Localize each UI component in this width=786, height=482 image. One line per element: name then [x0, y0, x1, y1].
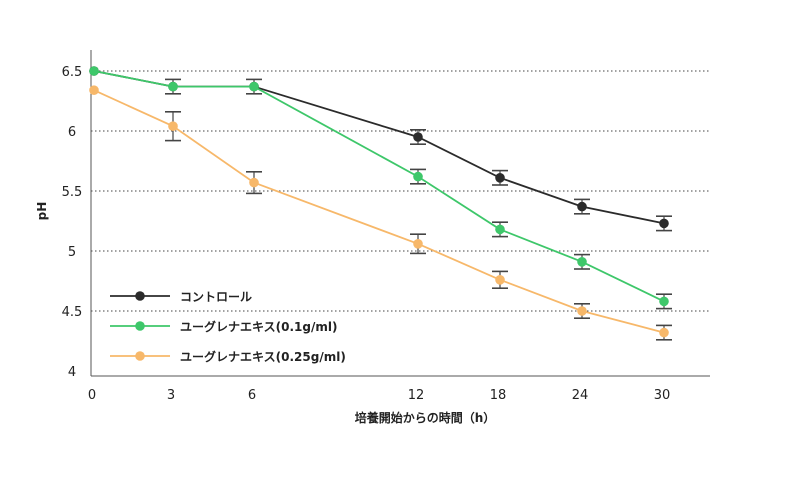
y-tick-label: 4 — [68, 365, 76, 380]
series-layer — [89, 66, 672, 341]
data-point — [577, 201, 587, 212]
y-tick-label: 5.5 — [62, 185, 83, 200]
legend-marker — [135, 321, 145, 331]
axes — [90, 50, 710, 377]
series-2 — [89, 85, 672, 341]
data-point — [495, 173, 505, 183]
y-tick-label: 6 — [68, 125, 76, 140]
y-tick-label: 6.5 — [62, 65, 83, 80]
data-point — [168, 121, 178, 131]
data-point — [659, 218, 669, 229]
data-point — [659, 327, 669, 338]
y-tick-label: 4.5 — [62, 305, 83, 320]
x-tick-label: 12 — [408, 388, 425, 403]
x-tick-label: 3 — [167, 388, 175, 403]
grid-lines — [91, 70, 710, 312]
legend-label: コントロール — [180, 290, 252, 304]
legend-label: ユーグレナエキス(0.1g/ml) — [180, 319, 337, 334]
x-tick-label: 6 — [248, 388, 256, 403]
y-axis-title: pH — [35, 202, 49, 221]
x-tick-label: 24 — [572, 388, 589, 403]
data-point — [413, 132, 423, 142]
data-point — [249, 177, 259, 188]
data-point — [249, 81, 259, 92]
data-point — [89, 66, 99, 76]
series-0 — [89, 66, 672, 232]
x-tick-label: 30 — [654, 388, 671, 403]
x-axis-title: 培養開始からの時間（h） — [355, 410, 496, 425]
data-point — [495, 275, 505, 285]
legend-label: ユーグレナエキス(0.25g/ml) — [180, 349, 346, 364]
y-tick-label: 5 — [68, 245, 76, 260]
data-point — [577, 306, 587, 316]
legend-marker — [135, 351, 145, 361]
series-line — [93, 70, 665, 303]
data-point — [168, 81, 178, 92]
y-tick-labels: 4 4.5 5 5.5 6 6.5 — [62, 65, 83, 380]
x-tick-labels: 0 3 6 12 18 24 30 — [88, 388, 670, 403]
data-point — [89, 85, 99, 95]
x-tick-label: 18 — [490, 388, 507, 403]
x-tick-label: 0 — [88, 388, 96, 403]
data-point — [495, 224, 505, 235]
data-point — [577, 257, 587, 267]
data-point — [413, 171, 423, 182]
series-1 — [89, 66, 672, 310]
legend-marker — [135, 291, 145, 301]
data-point — [413, 239, 423, 249]
data-point — [659, 296, 669, 307]
